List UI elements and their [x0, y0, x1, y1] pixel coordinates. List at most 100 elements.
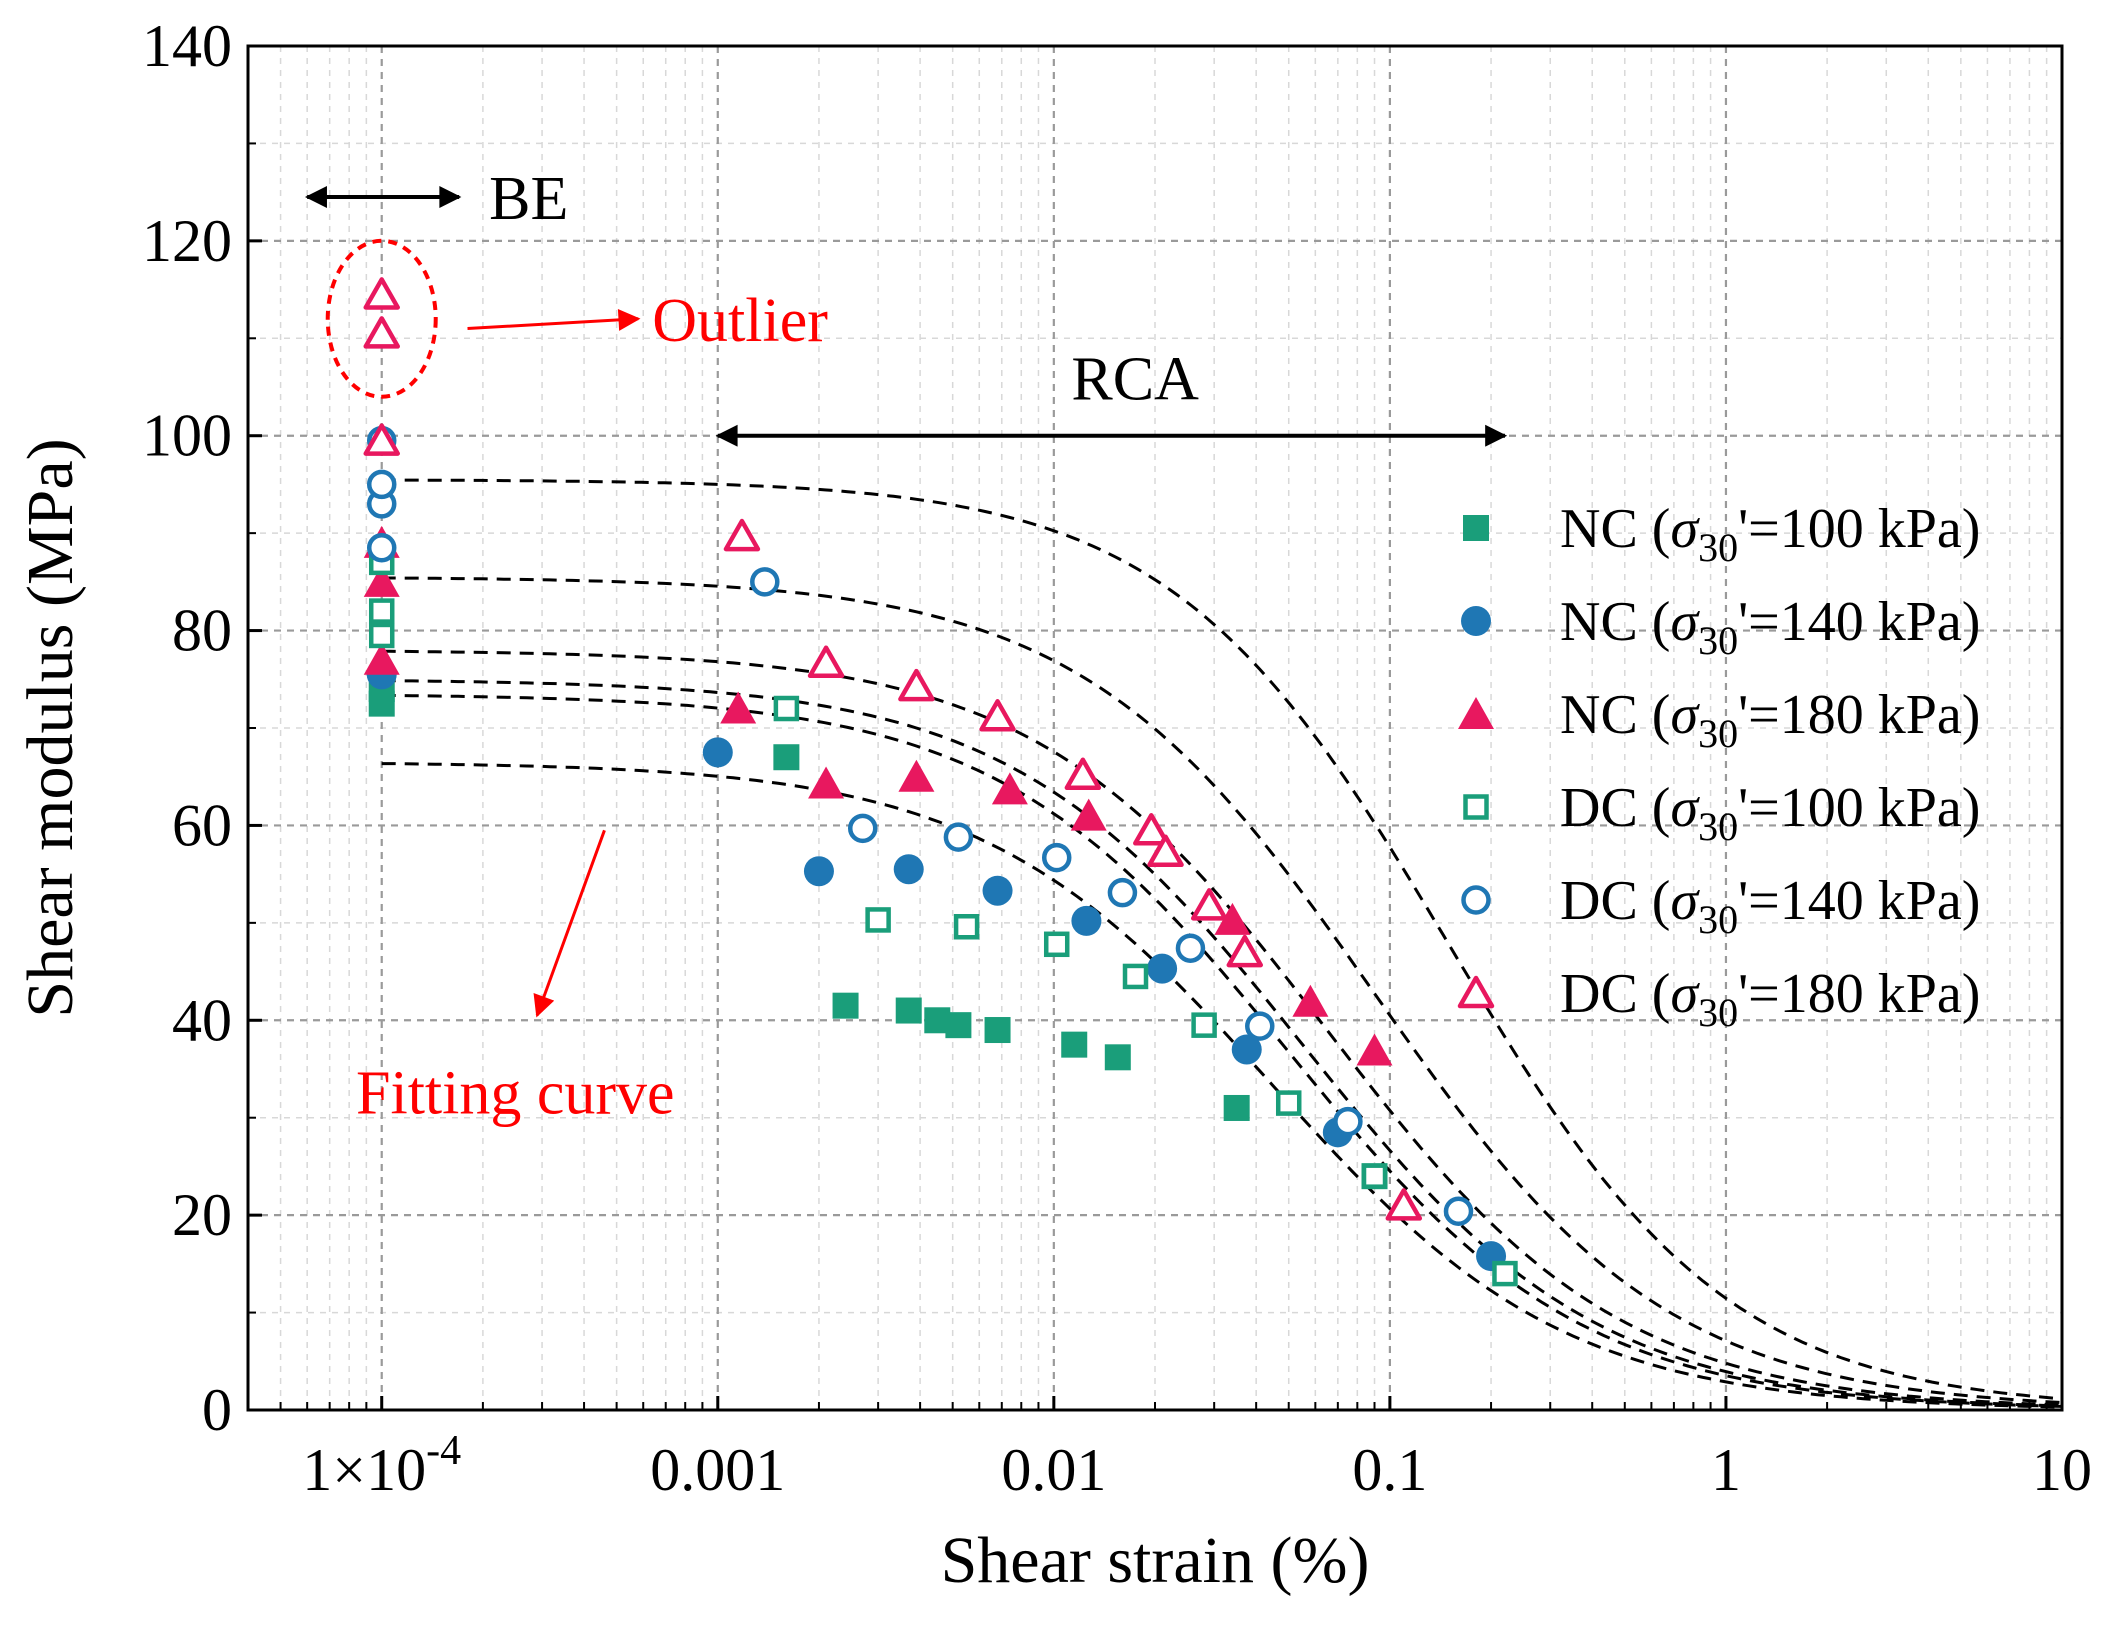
data-point [807, 645, 845, 678]
data-point [982, 875, 1013, 906]
data-point [1292, 984, 1329, 1017]
fitting-curve-2 [381, 576, 2063, 1404]
data-point [702, 737, 733, 768]
fitting-curve-label: Fitting curve [356, 1059, 675, 1127]
legend-entry-4: DC (σ30'=100 kPa) [1463, 777, 1980, 849]
data-point [1133, 813, 1170, 846]
data-point [1061, 1031, 1088, 1058]
legend-label: DC (σ30'=140 kPa) [1560, 870, 1980, 942]
outlier-arrow [467, 308, 641, 331]
y-tick-label: 60 [172, 792, 232, 858]
x-tick-label: 0.1 [1352, 1437, 1427, 1503]
data-point [979, 699, 1016, 732]
legend-marker [1457, 975, 1495, 1009]
y-tick-label: 40 [172, 987, 232, 1053]
data-point [368, 598, 395, 624]
x-tick-label: 10 [2032, 1437, 2092, 1503]
legend-marker [1461, 606, 1491, 636]
data-point [363, 316, 400, 349]
legend-entry-3: NC (σ30'=180 kPa) [1458, 684, 1980, 756]
y-tick-label: 140 [142, 13, 232, 79]
grid [248, 46, 2062, 1410]
data-point [366, 469, 397, 500]
data-point [1223, 1094, 1250, 1121]
data-point [1104, 1044, 1131, 1071]
x-tick-label: 0.001 [650, 1437, 785, 1503]
data-point [366, 533, 397, 563]
fitting-curves [381, 478, 2063, 1409]
x-tick-label: 1×10-4 [302, 1428, 461, 1503]
legend-marker [1463, 515, 1489, 541]
data-point [1385, 1188, 1423, 1221]
data-point [945, 1012, 972, 1039]
y-axis-title: Shear modulus (MPa) [14, 438, 87, 1017]
data-point [1361, 1163, 1388, 1189]
legend-label: NC (σ30'=140 kPa) [1560, 591, 1980, 663]
legend-entry-1: NC (σ30'=100 kPa) [1463, 498, 1980, 570]
tick-labels: 0 20 40 60 80 100 120 140 1×10-4 0.001 0.01 0.1 1 10 [142, 13, 2092, 1503]
fitting-curve-5 [381, 693, 2063, 1408]
series-2 [366, 659, 1507, 1272]
data-point [847, 813, 878, 844]
data-point [750, 567, 780, 597]
outlier-ellipse [325, 238, 438, 399]
x-tick-label: 0.01 [1001, 1437, 1106, 1503]
data-point [1443, 1196, 1474, 1226]
data-point [1492, 1260, 1518, 1287]
be-label: BE [489, 165, 568, 233]
legend-entry-5: DC (σ30'=140 kPa) [1461, 870, 1980, 942]
y-tick-label: 0 [202, 1377, 232, 1443]
data-point [773, 744, 800, 771]
data-point [363, 564, 400, 597]
axes [246, 44, 2064, 1412]
data-point [773, 695, 800, 722]
legend-label: NC (σ30'=100 kPa) [1560, 498, 1980, 570]
data-point [898, 668, 935, 702]
data-point [1107, 877, 1138, 908]
series-4 [368, 549, 1518, 1287]
data-point [1190, 888, 1228, 921]
rca-label: RCA [1071, 346, 1199, 414]
data-point [1191, 1012, 1217, 1038]
data-point [865, 907, 891, 933]
data-point [720, 691, 757, 724]
annotations: BE RCA Outlier Fitting curve [304, 165, 1508, 1127]
outlier-label: Outlier [652, 287, 828, 355]
data-point [363, 423, 400, 456]
fitting-curve-1 [381, 478, 2063, 1401]
legend-label: NC (σ30'=180 kPa) [1560, 684, 1980, 756]
data-point [363, 642, 400, 675]
data-point [1175, 933, 1206, 963]
data-point [1226, 934, 1264, 968]
legend-marker [1463, 794, 1489, 820]
fitting-curve-3 [381, 649, 2063, 1407]
y-tick-label: 100 [142, 403, 232, 469]
data-point [723, 518, 761, 552]
data-point [1043, 931, 1070, 958]
y-tick-label: 20 [172, 1182, 232, 1248]
fitting-curve-arrow [533, 829, 606, 1018]
data-point [1070, 798, 1107, 831]
data-point [1275, 1090, 1302, 1116]
data-point [895, 997, 922, 1024]
legend-marker [1458, 697, 1494, 729]
data-point [953, 914, 980, 940]
data-point [893, 854, 924, 885]
data-point [1231, 1034, 1262, 1065]
data-point [1356, 1033, 1393, 1066]
fitting-curve-6 [381, 762, 2063, 1409]
y-tick-label: 120 [142, 208, 232, 274]
data-point [1245, 1011, 1275, 1041]
y-tick-label: 80 [172, 598, 232, 664]
data-point [1333, 1106, 1363, 1137]
data-point [363, 277, 400, 310]
data-point [1041, 842, 1072, 873]
data-point [1064, 757, 1102, 791]
data-point [832, 992, 859, 1019]
data-point [1214, 902, 1251, 935]
data-point [1147, 953, 1178, 984]
data-point [1147, 834, 1184, 867]
data-point [898, 759, 935, 792]
x-axis-title: Shear strain (%) [941, 1524, 1370, 1597]
